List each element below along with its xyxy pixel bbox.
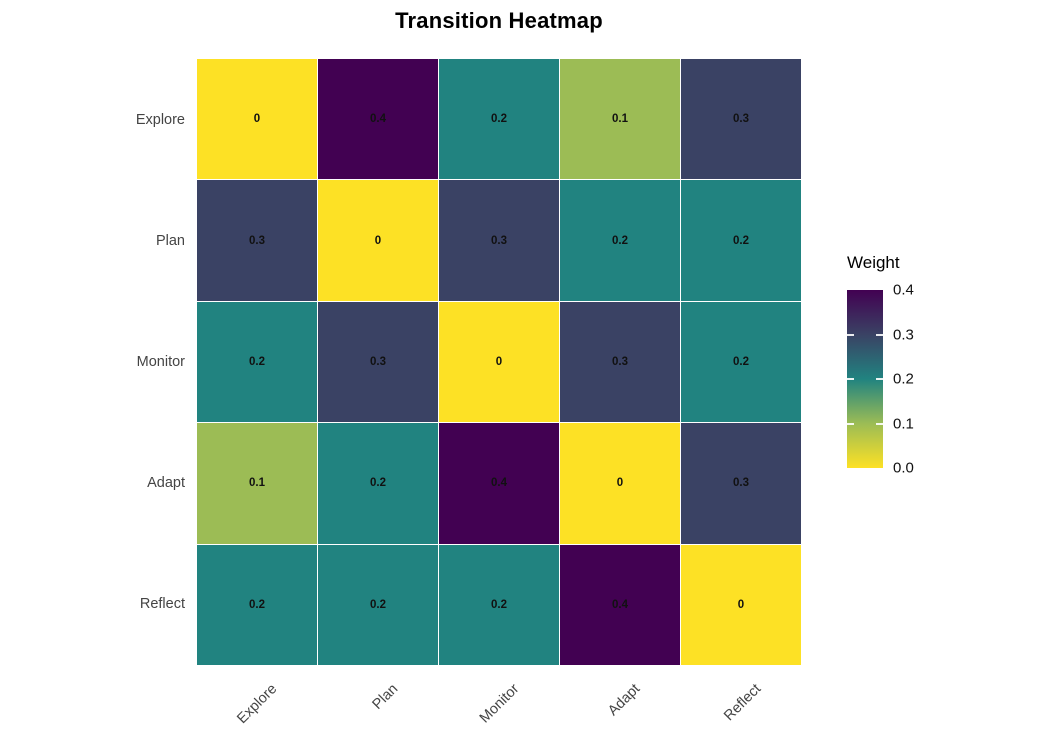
heatmap-cell: 0.2 — [439, 59, 559, 180]
heatmap-cell: 0 — [681, 544, 801, 665]
x-axis-label: Monitor — [476, 681, 523, 727]
legend-tick-mark — [847, 422, 854, 425]
heatmap-cell: 0.4 — [318, 59, 438, 180]
heatmap-cell: 0 — [197, 59, 317, 180]
heatmap-cell: 0.2 — [560, 180, 680, 301]
heatmap-cell: 0.2 — [318, 544, 438, 665]
heatmap-cell: 0.1 — [197, 423, 317, 544]
legend-tick-label: 0.2 — [893, 370, 914, 388]
heatmap-cell: 0.4 — [560, 544, 680, 665]
y-axis-label: Monitor — [136, 354, 185, 370]
legend-tick-label: 0.0 — [893, 459, 914, 477]
legend-tick-mark — [876, 422, 883, 425]
legend-gradient-bar — [847, 290, 883, 468]
heatmap-cell: 0.2 — [197, 301, 317, 423]
heatmap-cell: 0.2 — [681, 180, 801, 301]
legend-title: Weight — [847, 253, 900, 272]
chart-title: Transition Heatmap — [395, 8, 603, 33]
legend-tick-mark — [847, 333, 854, 336]
legend-tick-mark — [876, 333, 883, 336]
heatmap-cell: 0.2 — [318, 423, 438, 544]
heatmap-grid: 0 0.4 0.2 0.1 0.3 0.3 0 0.3 0.2 0.2 0.2 0.3 0 0.3 0.2 0… — [197, 59, 801, 665]
heatmap-cell: 0.2 — [439, 544, 559, 665]
y-axis-label: Adapt — [147, 475, 185, 492]
legend-tick-label: 0.1 — [893, 415, 914, 432]
heatmap-cell: 0.1 — [560, 59, 680, 180]
y-axis-label: Plan — [155, 232, 185, 249]
heatmap-cell: 0.3 — [560, 301, 680, 423]
heatmap-cell: 0 — [560, 423, 680, 544]
legend-tick-label: 0.3 — [893, 326, 914, 343]
heatmap-cell: 0 — [439, 301, 559, 423]
heatmap-cell: 0.3 — [681, 59, 801, 180]
heatmap-cell: 0.4 — [439, 423, 559, 544]
x-axis-label: Reflect — [720, 681, 764, 725]
heatmap-cell: 0.2 — [197, 544, 317, 665]
x-axis-label: Adapt — [604, 681, 644, 720]
heatmap-cell: 0 — [318, 180, 438, 301]
legend-tick-label: 0.4 — [893, 281, 914, 299]
heatmap-cell: 0.3 — [439, 180, 559, 301]
y-axis-label: Reflect — [139, 596, 185, 613]
x-axis-label: Explore — [234, 681, 281, 728]
x-axis-label: Plan — [369, 681, 402, 713]
heatmap-cell: 0.3 — [681, 423, 801, 544]
heatmap-cell: 0.3 — [318, 301, 438, 423]
heatmap-cell: 0.2 — [681, 301, 801, 423]
legend-tick-mark — [876, 378, 883, 380]
y-axis-label: Explore — [135, 111, 185, 128]
heatmap-cell: 0.3 — [197, 180, 317, 301]
legend-tick-mark — [847, 378, 854, 380]
